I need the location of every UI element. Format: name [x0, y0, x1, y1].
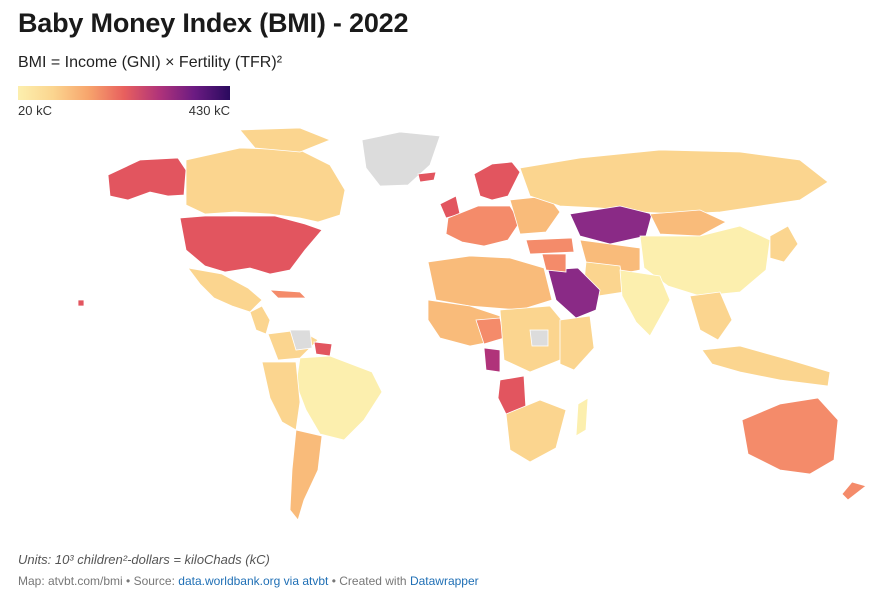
region-caribbean[interactable]: [268, 289, 307, 299]
footer-sep-2: • Created with: [328, 574, 410, 588]
region-australia[interactable]: [741, 397, 839, 475]
region-alaska[interactable]: [107, 157, 187, 201]
region-russia[interactable]: [519, 149, 829, 215]
map-credit: Map: atvbt.com/bmi: [18, 574, 123, 588]
legend-max-label: 430 kC: [188, 103, 230, 118]
region-hawaii[interactable]: [77, 299, 85, 307]
region-iceland[interactable]: [417, 171, 437, 183]
region-southeast-asia[interactable]: [689, 291, 733, 341]
legend-min-label: 20 kC: [18, 103, 52, 118]
region-mongolia[interactable]: [649, 209, 727, 237]
region-usa[interactable]: [179, 215, 323, 275]
region-north-africa[interactable]: [427, 255, 553, 311]
region-central-america[interactable]: [249, 305, 271, 335]
datawrapper-link[interactable]: Datawrapper: [409, 574, 479, 588]
region-guianas[interactable]: [289, 329, 313, 351]
region-turkey[interactable]: [525, 237, 575, 255]
region-canada[interactable]: [185, 147, 346, 223]
page-title: Baby Money Index (BMI) - 2022: [18, 8, 409, 38]
region-mexico[interactable]: [187, 267, 263, 313]
footer-sep-1: • Source:: [122, 574, 179, 588]
region-india[interactable]: [619, 269, 671, 337]
world-map: [77, 128, 867, 521]
region-southern-africa[interactable]: [505, 399, 567, 463]
region-korea-japan[interactable]: [769, 225, 799, 263]
region-kazakhstan[interactable]: [569, 205, 653, 245]
region-andes[interactable]: [261, 361, 301, 431]
region-brazil[interactable]: [295, 355, 383, 441]
footer-credits: Map: atvbt.com/bmi • Source: data.worldb…: [18, 574, 479, 588]
region-east-africa[interactable]: [559, 315, 595, 371]
source-link[interactable]: data.worldbank.org via atvbt: [178, 574, 329, 588]
region-argentina-chile[interactable]: [289, 429, 323, 521]
region-scandinavia[interactable]: [473, 161, 521, 201]
region-gabon[interactable]: [483, 347, 501, 373]
region-western-europe[interactable]: [445, 205, 521, 247]
region-saudi-arabia[interactable]: [547, 267, 601, 319]
region-madagascar[interactable]: [575, 397, 589, 437]
color-legend: 20 kC 430 kC: [18, 86, 230, 121]
region-indonesia[interactable]: [701, 345, 831, 387]
page-subtitle: BMI = Income (GNI) × Fertility (TFR)²: [18, 54, 283, 71]
legend-gradient-bar: [18, 86, 230, 100]
units-note: Units: 10³ children²-dollars = kiloChads…: [18, 552, 270, 567]
region-horn-no-data[interactable]: [529, 329, 549, 347]
region-arctic-islands[interactable]: [239, 128, 332, 153]
region-levant[interactable]: [541, 253, 567, 273]
region-new-zealand[interactable]: [841, 481, 867, 501]
region-guyana-suriname[interactable]: [313, 341, 333, 357]
